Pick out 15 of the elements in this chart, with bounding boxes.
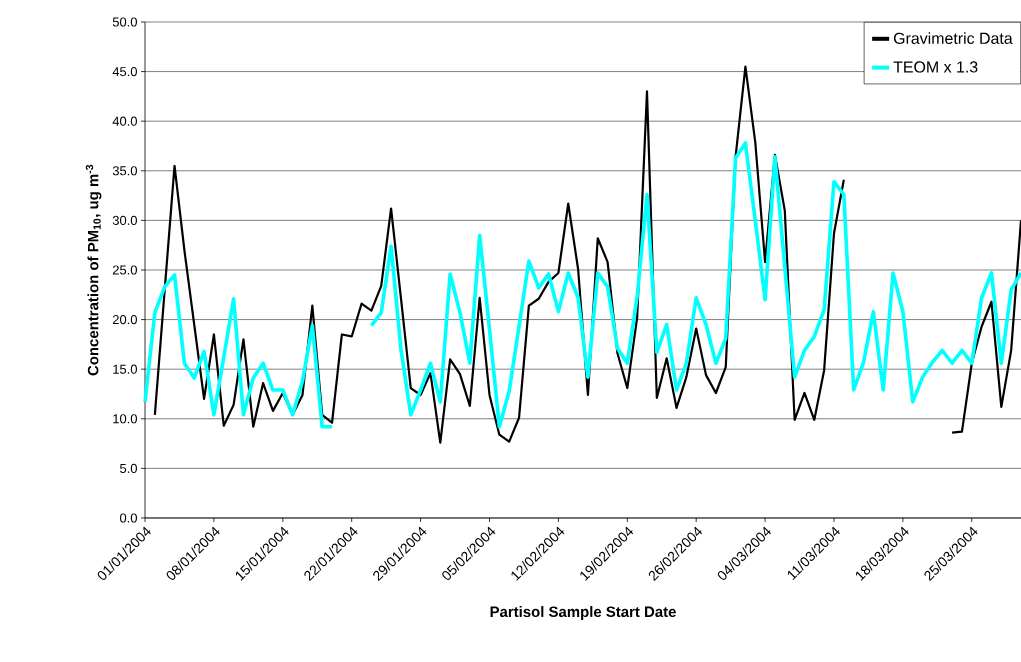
y-tick-label: 20.0	[112, 315, 137, 325]
y-tick-label: 35.0	[112, 166, 137, 176]
x-axis-title: Partisol Sample Start Date	[490, 606, 676, 620]
y-tick-label: 0.0	[119, 513, 137, 523]
y-tick-label: 5.0	[120, 463, 137, 473]
y-axis-title: Concentration of PM$_{10}$, ug m$^{-3}$	[85, 164, 102, 376]
y-tick-label: 30.0	[112, 215, 137, 225]
y-tick-label: 10.0	[113, 414, 137, 424]
y-tick-label: 25.0	[112, 265, 137, 275]
legend-label: Gravimetric Data	[893, 32, 1013, 44]
y-tick-label: 45.0	[112, 67, 137, 77]
legend-label: TEOM x 1.3	[893, 61, 978, 73]
y-tick-label: 15.0	[113, 364, 137, 374]
y-tick-label: 50.0	[112, 17, 137, 27]
y-tick-label: 40.0	[112, 116, 137, 126]
